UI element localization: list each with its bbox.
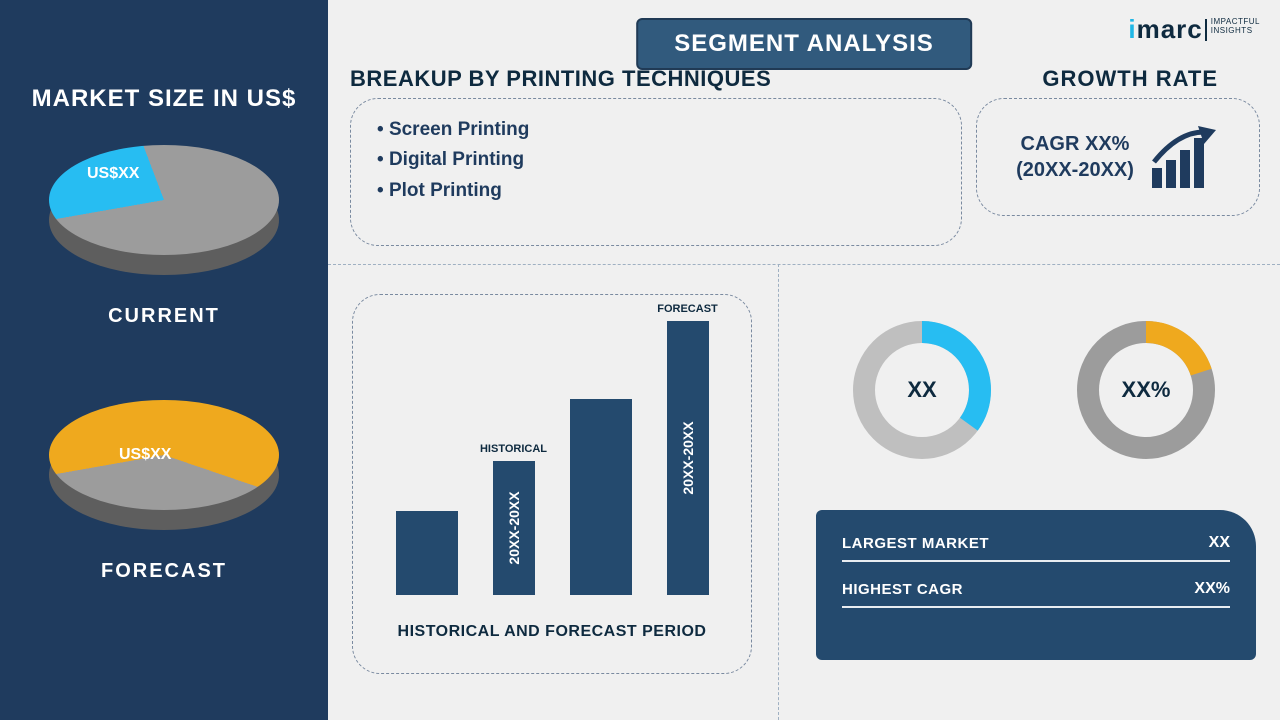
- info-val: XX: [1209, 534, 1230, 552]
- logo-tagline: IMPACTFULINSIGHTS: [1211, 18, 1260, 36]
- info-val: XX%: [1194, 580, 1230, 598]
- info-key: HIGHEST CAGR: [842, 581, 963, 598]
- info-card: LARGEST MARKET XX HIGHEST CAGR XX%: [816, 510, 1256, 660]
- bar: [396, 511, 458, 595]
- market-size-heading: MARKET SIZE IN US$: [0, 85, 328, 113]
- info-divider: [842, 560, 1230, 562]
- info-row: HIGHEST CAGR XX%: [842, 580, 1230, 598]
- bar: [570, 399, 632, 595]
- growth-title: GROWTH RATE: [1042, 66, 1218, 92]
- breakup-item: Plot Printing: [377, 176, 935, 206]
- page-title: SEGMENT ANALYSIS: [636, 18, 972, 70]
- bar-top-label: FORECAST: [657, 303, 718, 315]
- breakup-list: Screen PrintingDigital PrintingPlot Prin…: [377, 115, 935, 206]
- right-panel: SEGMENT ANALYSIS imarcIMPACTFULINSIGHTS …: [328, 0, 1280, 720]
- donut-1-label: XX: [847, 315, 997, 465]
- divider-horizontal: [328, 264, 1280, 265]
- pie-forecast: US$XX: [49, 400, 279, 530]
- bar-range-label: 20XX-20XX: [506, 491, 522, 564]
- pie-forecast-caption: FORECAST: [0, 560, 328, 583]
- growth-text: CAGR XX%(20XX-20XX): [1016, 131, 1134, 183]
- info-divider: [842, 606, 1230, 608]
- breakup-item: Digital Printing: [377, 145, 935, 175]
- left-panel: MARKET SIZE IN US$ US$XX CURRENT US$XX F…: [0, 0, 328, 720]
- donut-row: XX XX%: [810, 300, 1258, 480]
- growth-box: CAGR XX%(20XX-20XX): [976, 98, 1260, 216]
- barchart-box: 20XX-20XXHISTORICAL20XX-20XXFORECAST HIS…: [352, 294, 752, 674]
- pie-current-value: US$XX: [87, 165, 139, 183]
- donut-2-label: XX%: [1071, 315, 1221, 465]
- donut-2: XX%: [1071, 315, 1221, 465]
- growth-arrow-icon: [1148, 122, 1220, 192]
- pie-forecast-value: US$XX: [119, 446, 171, 464]
- donut-1: XX: [847, 315, 997, 465]
- info-key: LARGEST MARKET: [842, 535, 989, 552]
- bar: 20XX-20XXFORECAST: [667, 321, 709, 595]
- divider-vertical: [778, 264, 779, 720]
- barchart-caption: HISTORICAL AND FORECAST PERIOD: [379, 623, 725, 641]
- breakup-title: BREAKUP BY PRINTING TECHNIQUES: [350, 66, 771, 92]
- info-row: LARGEST MARKET XX: [842, 534, 1230, 552]
- breakup-box: Screen PrintingDigital PrintingPlot Prin…: [350, 98, 962, 246]
- pie-current: US$XX: [49, 145, 279, 275]
- pie-current-caption: CURRENT: [0, 305, 328, 328]
- bars-container: 20XX-20XXHISTORICAL20XX-20XXFORECAST: [379, 315, 725, 595]
- brand-logo: imarcIMPACTFULINSIGHTS: [1128, 14, 1260, 45]
- bar: 20XX-20XXHISTORICAL: [493, 461, 535, 595]
- bar-range-label: 20XX-20XX: [680, 421, 696, 494]
- breakup-item: Screen Printing: [377, 115, 935, 145]
- bar-top-label: HISTORICAL: [480, 443, 547, 455]
